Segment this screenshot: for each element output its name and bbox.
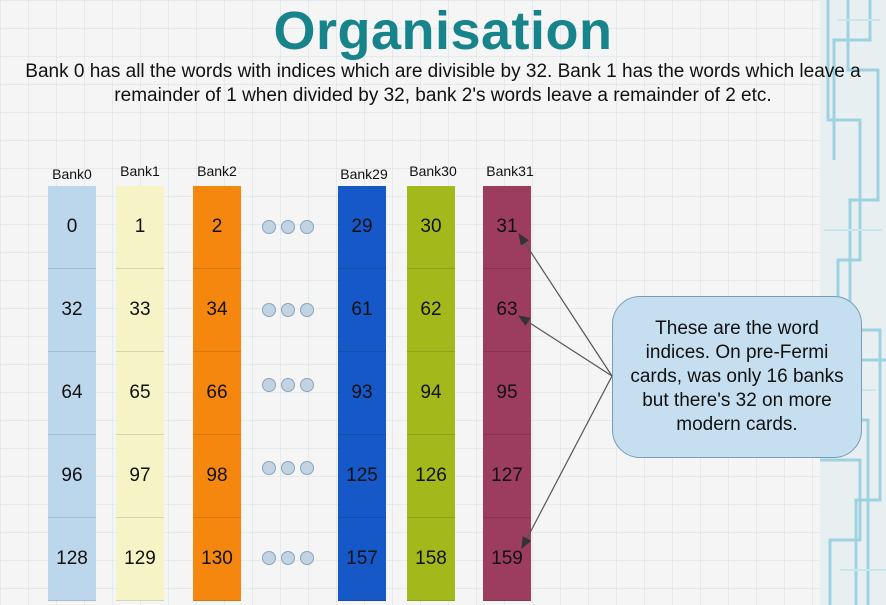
ellipsis-dots bbox=[262, 378, 314, 392]
bank-column-2: 2 34 66 98 130 bbox=[193, 186, 241, 601]
ellipsis-dots bbox=[262, 461, 314, 475]
word-index-cell: 64 bbox=[48, 352, 96, 435]
bank-label-2: Bank2 bbox=[197, 163, 237, 179]
word-index-cell: 65 bbox=[116, 352, 164, 435]
word-index-cell: 1 bbox=[116, 186, 164, 269]
bank-column-0: 0 32 64 96 128 bbox=[48, 186, 96, 601]
ellipsis-dot-icon bbox=[300, 303, 314, 317]
bank-label-0: Bank0 bbox=[52, 166, 92, 182]
word-index-cell: 31 bbox=[483, 186, 531, 269]
word-index-cell: 126 bbox=[407, 435, 455, 518]
ellipsis-dot-icon bbox=[300, 461, 314, 475]
word-index-cell: 66 bbox=[193, 352, 241, 435]
word-index-cell: 0 bbox=[48, 186, 96, 269]
ellipsis-dot-icon bbox=[281, 551, 295, 565]
arrow-to-63 bbox=[517, 315, 613, 377]
ellipsis-dots bbox=[262, 551, 314, 565]
word-index-cell: 97 bbox=[116, 435, 164, 518]
ellipsis-dot-icon bbox=[300, 551, 314, 565]
word-index-cell: 63 bbox=[483, 269, 531, 352]
word-index-cell: 94 bbox=[407, 352, 455, 435]
bank-label-31: Bank31 bbox=[486, 163, 534, 179]
word-index-cell: 61 bbox=[338, 269, 386, 352]
word-index-cell: 93 bbox=[338, 352, 386, 435]
word-index-cell: 34 bbox=[193, 269, 241, 352]
ellipsis-dot-icon bbox=[262, 220, 276, 234]
word-index-cell: 33 bbox=[116, 269, 164, 352]
word-index-cell: 130 bbox=[193, 518, 241, 601]
word-index-cell: 125 bbox=[338, 435, 386, 518]
slide-description: Bank 0 has all the words with indices wh… bbox=[25, 61, 861, 106]
word-index-cell: 157 bbox=[338, 518, 386, 601]
word-index-cell: 158 bbox=[407, 518, 455, 601]
ellipsis-dot-icon bbox=[262, 303, 276, 317]
word-index-cell: 98 bbox=[193, 435, 241, 518]
ellipsis-dot-icon bbox=[281, 378, 295, 392]
word-index-cell: 127 bbox=[483, 435, 531, 518]
ellipsis-dot-icon bbox=[281, 303, 295, 317]
bank-label-1: Bank1 bbox=[120, 163, 160, 179]
callout-bubble: These are the word indices. On pre-Fermi… bbox=[612, 296, 862, 458]
word-index-cell: 128 bbox=[48, 518, 96, 601]
ellipsis-dot-icon bbox=[262, 461, 276, 475]
ellipsis-dot-icon bbox=[281, 220, 295, 234]
ellipsis-dot-icon bbox=[262, 551, 276, 565]
word-index-cell: 32 bbox=[48, 269, 96, 352]
arrow-to-31 bbox=[518, 232, 613, 377]
ellipsis-dot-icon bbox=[300, 220, 314, 234]
arrow-to-159 bbox=[521, 375, 613, 550]
bank-label-29: Bank29 bbox=[340, 166, 388, 182]
word-index-cell: 30 bbox=[407, 186, 455, 269]
bank-label-30: Bank30 bbox=[409, 163, 457, 179]
word-index-cell: 62 bbox=[407, 269, 455, 352]
word-index-cell: 29 bbox=[338, 186, 386, 269]
ellipsis-dots bbox=[262, 220, 314, 234]
slide-title: Organisation bbox=[273, 1, 613, 61]
bank-column-31: 31 63 95 127 159 bbox=[483, 186, 531, 601]
bank-column-1: 1 33 65 97 129 bbox=[116, 186, 164, 601]
word-index-cell: 129 bbox=[116, 518, 164, 601]
ellipsis-dots bbox=[262, 303, 314, 317]
bank-column-30: 30 62 94 126 158 bbox=[407, 186, 455, 601]
word-index-cell: 96 bbox=[48, 435, 96, 518]
callout-text: These are the word indices. On pre-Fermi… bbox=[630, 318, 844, 435]
ellipsis-dot-icon bbox=[262, 378, 276, 392]
ellipsis-dot-icon bbox=[281, 461, 295, 475]
word-index-cell: 159 bbox=[483, 518, 531, 601]
bank-column-29: 29 61 93 125 157 bbox=[338, 186, 386, 601]
word-index-cell: 2 bbox=[193, 186, 241, 269]
word-index-cell: 95 bbox=[483, 352, 531, 435]
ellipsis-dot-icon bbox=[300, 378, 314, 392]
